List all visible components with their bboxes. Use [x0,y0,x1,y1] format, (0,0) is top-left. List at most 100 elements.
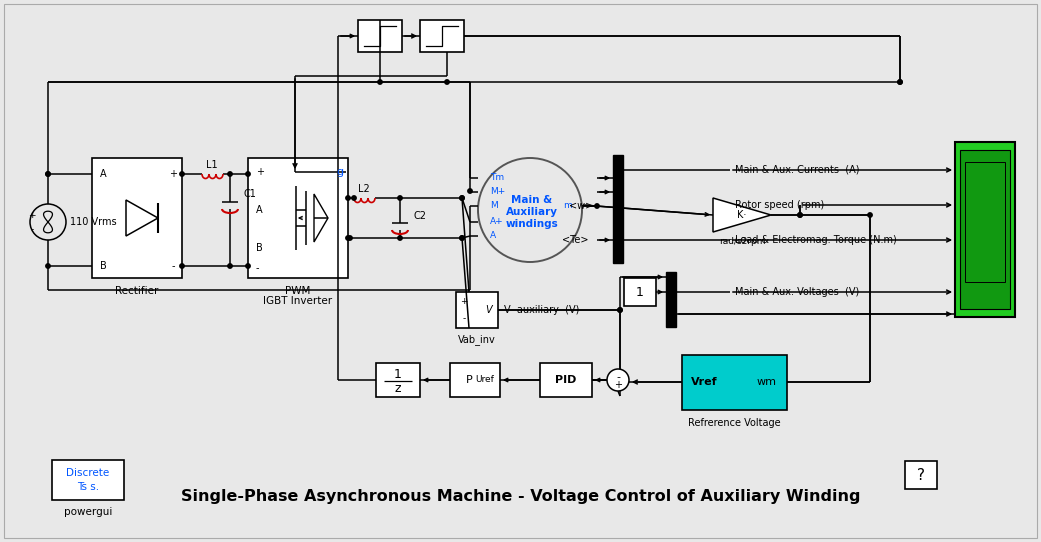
Text: A+: A+ [490,217,504,227]
Circle shape [617,308,623,312]
Text: +: + [614,380,623,390]
Text: m: m [563,202,572,210]
Circle shape [46,172,50,176]
Text: PWM: PWM [285,286,310,296]
Circle shape [228,264,232,268]
Text: IGBT Inverter: IGBT Inverter [263,296,332,306]
Text: L1: L1 [206,160,218,170]
Text: 110 Vrms: 110 Vrms [70,217,117,227]
Text: -: - [30,225,33,235]
Bar [376,363,420,397]
Text: rad/s2rpm: rad/s2rpm [718,237,765,247]
Bar [613,155,623,263]
Text: K·: K· [737,210,746,220]
Circle shape [467,189,473,193]
Bar [358,20,402,52]
Circle shape [868,213,872,217]
Circle shape [348,236,352,240]
Bar [905,461,937,489]
Bar [420,20,464,52]
Bar [682,355,787,410]
Text: g: g [336,167,344,177]
Circle shape [180,172,184,176]
Text: ?: ? [917,468,925,482]
Polygon shape [713,198,771,232]
Text: Ts s.: Ts s. [77,482,99,492]
Text: C1: C1 [243,189,256,199]
Text: Auxiliary: Auxiliary [506,207,558,217]
Bar [92,158,182,278]
Text: Uref: Uref [476,376,494,384]
Text: 1: 1 [636,286,644,299]
Text: Main & Aux. Currents  (A): Main & Aux. Currents (A) [735,165,860,175]
Text: Vab_inv: Vab_inv [458,334,496,345]
Text: B: B [100,261,107,271]
Circle shape [180,264,184,268]
Text: P: P [465,375,473,385]
Text: z: z [395,382,401,395]
Text: Rotor speed (rpm): Rotor speed (rpm) [735,200,824,210]
Text: M: M [490,202,498,210]
Text: windings: windings [506,219,558,229]
Circle shape [607,369,629,391]
Bar [965,162,1005,282]
Bar [248,158,348,278]
Circle shape [378,80,382,84]
Text: Load & Electromag. Torque (N.m): Load & Electromag. Torque (N.m) [735,235,896,245]
Circle shape [897,80,903,84]
Text: -: - [172,261,175,271]
Bar [540,363,592,397]
Bar [960,150,1010,309]
Bar [52,460,124,500]
Circle shape [46,264,50,268]
Text: Vref: Vref [690,377,717,387]
Circle shape [228,172,232,176]
Text: +: + [169,169,177,179]
Text: A: A [100,169,106,179]
Circle shape [797,213,803,217]
Text: L2: L2 [358,184,370,194]
Text: Main & Aux. Voltages  (V): Main & Aux. Voltages (V) [735,287,859,297]
Circle shape [246,172,250,176]
Bar [450,363,500,397]
Text: +: + [28,210,35,220]
Circle shape [346,196,350,200]
Text: Discrete: Discrete [67,468,109,478]
Text: Tm: Tm [490,173,504,183]
Text: V: V [486,305,492,315]
Circle shape [46,172,50,176]
Text: wm: wm [757,377,777,387]
Bar [624,278,656,306]
Text: Single-Phase Asynchronous Machine - Voltage Control of Auxiliary Winding: Single-Phase Asynchronous Machine - Volt… [181,489,861,505]
Circle shape [445,80,450,84]
Text: -: - [462,314,465,324]
Text: <Te>: <Te> [562,235,588,245]
Text: Refrerence Voltage: Refrerence Voltage [688,418,781,428]
Circle shape [352,196,356,200]
Circle shape [460,236,464,240]
Circle shape [346,236,350,240]
Bar [666,272,676,327]
Circle shape [460,196,464,200]
Text: C2: C2 [413,211,426,221]
Text: powergui: powergui [64,507,112,517]
Text: 1: 1 [395,369,402,382]
Text: B: B [256,243,262,253]
Circle shape [797,213,803,217]
Circle shape [246,264,250,268]
Circle shape [897,80,903,84]
Text: +: + [256,167,264,177]
Bar [456,292,498,328]
Text: +: + [460,298,467,306]
Bar [955,142,1015,317]
Text: Rectifier: Rectifier [116,286,158,296]
Text: -: - [256,263,259,273]
Circle shape [594,204,600,208]
Text: PID: PID [555,375,577,385]
Text: M+: M+ [490,188,505,197]
Text: -: - [616,372,620,382]
Circle shape [460,236,464,240]
Text: Main &: Main & [511,195,553,205]
Circle shape [460,196,464,200]
Text: A: A [256,205,262,215]
